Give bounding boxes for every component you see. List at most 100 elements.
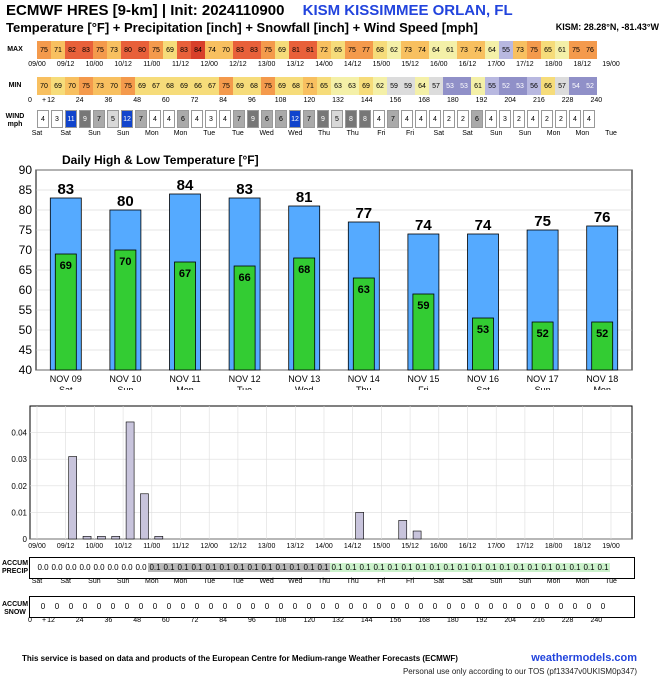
temp-ytick-label: 75 [19,223,33,237]
precip-date-tick: 10/12 [114,543,132,550]
min-temp-cell: 68 [289,77,303,95]
low-temp-label: 53 [477,324,489,336]
precip-date-tick: 16/00 [430,543,448,550]
model-init-label: ECMWF HRES [9-km] | Init: 2024110900 [6,2,285,19]
wind-speed-cell: 4 [191,110,203,128]
precip-date-tick: 11/00 [143,543,160,550]
day-tick: Fri [406,578,415,585]
max-temp-cell: 65 [331,41,345,59]
accum-precip-value: 0.1 [386,563,400,572]
day-tick: Thu [317,578,331,585]
min-temp-cell: 66 [191,77,205,95]
max-temp-cell: 75 [261,41,275,59]
date-category-label: NOV 17 [527,374,559,384]
accum-precip-box [29,557,635,579]
hour-tick: 12 [47,97,55,104]
wind-speed-cell: 6 [275,110,287,128]
date-tick: 19/00 [602,61,620,68]
date-category-label: NOV 09 [50,374,82,384]
hour-tick: 72 [190,97,199,104]
hour-tick: 228 [561,97,574,104]
max-temp-cell: 75 [345,41,359,59]
wind-speed-cell: 2 [555,110,567,128]
accum-snow-value: 0 [250,602,256,611]
station-name: KISM KISSIMMEE ORLAN, FL [302,2,513,19]
date-category-label: NOV 11 [169,374,200,384]
precip-bar [82,536,92,540]
max-temp-cell: 75 [527,41,541,59]
accum-precip-value: 0.0 [93,563,105,572]
hour-tick: 132 [332,617,344,624]
low-temp-label: 63 [358,284,370,296]
wind-speed-cell: 4 [527,110,539,128]
precip-bar [125,421,135,540]
min-temp-cell: 69 [177,77,191,95]
day-tick: Sat [462,130,473,137]
min-temp-cell: 69 [359,77,373,95]
accum-precip-value: 0.1 [400,563,414,572]
max-temp-cell: 83 [247,41,261,59]
day-tick: Mon [575,130,590,137]
day-tick: Sun [88,130,101,137]
accum-snow-value: 0 [376,602,382,611]
accum-precip-value: 0.1 [596,563,610,572]
precip-date-tick: 17/12 [516,543,534,550]
day-tick: Tue [231,130,244,137]
wind-speed-cell: 6 [471,110,483,128]
max-temp-cell: 65 [541,41,555,59]
max-temp-cell: 83 [79,41,93,59]
hour-tick: 180 [446,617,459,624]
temp-ytick-label: 70 [19,243,33,257]
hour-tick: 156 [389,617,402,624]
accum-snow-value: 0 [516,602,522,611]
max-temp-cell: 73 [457,41,471,59]
weekday-label: Fri [418,385,429,390]
accum-snow-value: 0 [502,602,508,611]
high-temp-label: 83 [236,181,253,198]
day-tick: Sat [31,578,43,585]
date-tick: 12/12 [229,61,247,68]
max-temp-cell: 61 [443,41,457,59]
date-category-label: NOV 10 [109,374,141,384]
day-tick: Wed [259,130,274,137]
low-temp-bar [293,257,316,371]
min-temp-cell: 62 [373,77,387,95]
weekday-label: Mon [176,385,194,390]
hour-tick: 192 [475,617,488,624]
precip-bar [111,536,121,540]
min-temp-cell: 59 [387,77,401,95]
date-tick: 10/00 [85,61,104,68]
precip-date-tick: 14/00 [315,543,333,550]
date-tick: 13/12 [286,61,305,68]
max-temp-cell: 69 [163,41,177,59]
accum-snow-value: 0 [320,602,326,611]
max-temp-cell: 75 [93,41,107,59]
min-temp-cell: 75 [79,77,93,95]
wind-speed-cell: 6 [177,110,189,128]
hour-tick: 108 [274,617,287,624]
min-temp-cell: 73 [93,77,107,95]
high-temp-label: 83 [57,181,74,198]
day-tick: Tue [605,578,617,585]
hour-tick: 60 [161,97,170,104]
wind-speed-cell: 2 [457,110,469,128]
date-category-label: NOV 13 [288,374,320,384]
accum-snow-value: 0 [404,602,410,611]
min-temp-cell: 75 [261,77,275,95]
min-temp-cell: 65 [317,77,331,95]
hour-tick: 60 [161,617,170,624]
accum-snow-value: 0 [180,602,186,611]
accum-precip-value: 0.1 [512,563,526,572]
date-tick: 11/00 [143,61,161,68]
accum-snow-value: 0 [334,602,340,611]
brand-link[interactable]: weathermodels.com [531,652,637,664]
low-temp-label: 70 [119,256,131,268]
wind-speed-cell: 9 [247,110,259,128]
precip-bar [97,536,106,540]
accum-precip-value: 0.1 [162,563,176,572]
accum-precip-value: 0.1 [344,563,358,572]
hour-tick: 156 [389,97,402,104]
accum-snow-value: 0 [460,602,466,611]
max-temp-cell: 82 [65,41,79,59]
min-temp-cell: 53 [513,77,527,95]
